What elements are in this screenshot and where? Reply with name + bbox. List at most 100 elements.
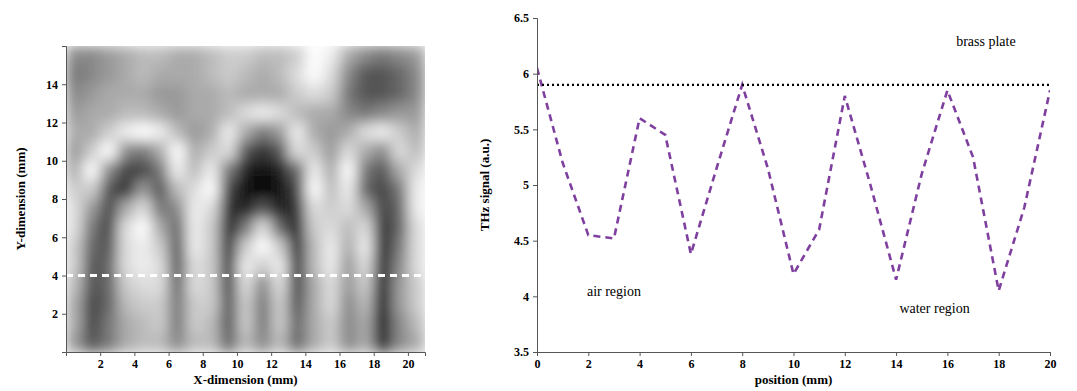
tick-mark <box>62 123 66 124</box>
heatmap-cell <box>322 142 340 162</box>
heatmap-cell <box>288 199 306 219</box>
heatmap-cell <box>254 314 272 334</box>
heatmap-cell <box>254 161 272 181</box>
tick-mark <box>533 352 537 353</box>
heatmap-cell <box>169 276 187 296</box>
heatmap-cell <box>151 295 169 315</box>
heatmap-cell <box>322 333 340 352</box>
heatmap-cell <box>288 46 306 66</box>
heatmap-cell <box>408 276 425 296</box>
heatmap-cell <box>100 103 118 123</box>
heatmap-cell <box>220 142 238 162</box>
heatmap-cell <box>408 199 425 219</box>
heatmap-cell <box>408 46 425 66</box>
heatmap-cell <box>340 142 358 162</box>
heatmap-cell <box>357 295 375 315</box>
tick-label: 3.5 <box>514 345 529 359</box>
heatmap-cell <box>134 161 152 181</box>
panel-line: 024681012141618203.544.555.566.5position… <box>477 11 1057 387</box>
heatmap-cell <box>271 161 289 181</box>
heatmap-cell <box>169 333 187 352</box>
tick: 8 <box>200 352 206 371</box>
heatmap-cell <box>186 276 204 296</box>
tick-mark <box>533 296 537 297</box>
heatmap-cell <box>288 142 306 162</box>
tick-label: 6 <box>52 231 58 245</box>
heatmap-cell <box>340 84 358 104</box>
heatmap-cell <box>340 123 358 143</box>
heatmap-cells <box>66 46 425 352</box>
heatmap-cell <box>374 161 392 181</box>
heatmap-cell <box>237 142 255 162</box>
heatmap-cell <box>391 256 409 276</box>
heatmap-cell <box>305 295 323 315</box>
y-axis: 2468101214 <box>46 47 67 353</box>
heatmap-cell <box>151 65 169 85</box>
heatmap-cell <box>322 84 340 104</box>
heatmap-cell <box>117 295 135 315</box>
heatmap-cell <box>408 103 425 123</box>
axis-line <box>533 19 538 353</box>
heatmap-cell <box>408 123 425 143</box>
heatmap-cell <box>254 333 272 352</box>
heatmap-cell <box>134 65 152 85</box>
heatmap-cell <box>374 84 392 104</box>
heatmap-cell <box>357 180 375 200</box>
heatmap-cell <box>305 161 323 181</box>
heatmap-cell <box>203 218 221 238</box>
heatmap-cell <box>271 276 289 296</box>
heatmap-cell <box>66 142 84 162</box>
heatmap-cell <box>374 314 392 334</box>
tick-label: 10 <box>788 357 800 371</box>
heatmap-cell <box>186 84 204 104</box>
tick-mark <box>533 74 537 75</box>
tick: 4 <box>52 269 66 283</box>
heatmap-cell <box>151 180 169 200</box>
heatmap-cell <box>66 333 84 352</box>
tick-label: 6 <box>523 67 529 81</box>
heatmap-cell <box>83 142 101 162</box>
heatmap-cell <box>391 123 409 143</box>
heatmap-cell <box>134 295 152 315</box>
heatmap-cell <box>391 180 409 200</box>
tick-mark <box>169 352 170 356</box>
tick-label: 10 <box>46 154 58 168</box>
heatmap-cell <box>100 218 118 238</box>
heatmap-cell <box>117 142 135 162</box>
heatmap-cell <box>374 333 392 352</box>
heatmap-cell <box>100 123 118 143</box>
heatmap-cell <box>151 314 169 334</box>
heatmap-cell <box>220 314 238 334</box>
heatmap-cell <box>237 237 255 257</box>
heatmap-cell <box>357 314 375 334</box>
heatmap-cell <box>169 180 187 200</box>
heatmap-cell <box>340 333 358 352</box>
tick: 10 <box>788 352 800 371</box>
heatmap-cell <box>66 256 84 276</box>
heatmap-cell <box>100 161 118 181</box>
heatmap-cell <box>305 84 323 104</box>
tick-mark <box>408 352 409 356</box>
heatmap-cell <box>83 84 101 104</box>
tick-label: 14 <box>891 357 903 371</box>
heatmap-cell <box>288 295 306 315</box>
heatmap-cell <box>271 295 289 315</box>
heatmap-cell <box>203 142 221 162</box>
heatmap-cell <box>134 256 152 276</box>
tick-label: 16 <box>942 357 954 371</box>
heatmap-cell <box>100 180 118 200</box>
heatmap-cell <box>237 199 255 219</box>
heatmap-cell <box>100 84 118 104</box>
tick-mark <box>588 352 589 356</box>
heatmap-cell <box>357 218 375 238</box>
heatmap-cell <box>340 218 358 238</box>
tick-mark <box>742 352 743 356</box>
tick-mark <box>691 352 692 356</box>
heatmap-cell <box>220 276 238 296</box>
heatmap-cell <box>357 237 375 257</box>
tick: 14 <box>300 352 312 371</box>
tick-label: 18 <box>993 357 1005 371</box>
heatmap-cell <box>66 65 84 85</box>
heatmap-cell <box>254 84 272 104</box>
heatmap-cell <box>305 218 323 238</box>
